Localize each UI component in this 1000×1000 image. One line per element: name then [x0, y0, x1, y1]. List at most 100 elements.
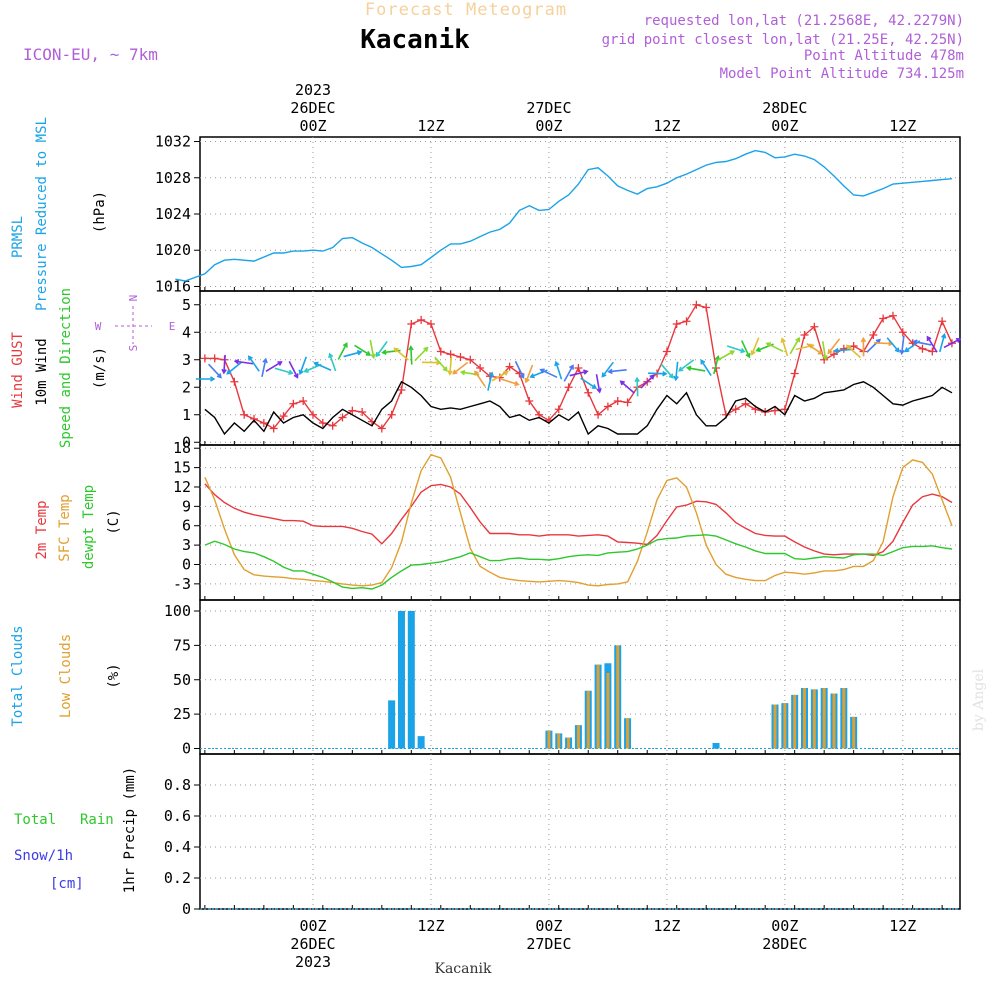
- wind-arrow: [640, 374, 655, 389]
- gust-marker: [692, 300, 701, 309]
- gust-marker: [328, 421, 337, 430]
- gust-marker: [240, 410, 249, 419]
- gust-marker: [790, 369, 799, 378]
- wind-arrow: [648, 370, 668, 377]
- bar-low-clouds: [626, 718, 630, 749]
- bar-low-clouds: [557, 733, 561, 749]
- footer-location: Kacanik: [435, 961, 492, 977]
- wind-arrow: [343, 350, 363, 358]
- gust-marker: [200, 354, 209, 363]
- panel-frame: [199, 753, 961, 910]
- y-tick-label: 0.8: [164, 776, 191, 794]
- bar-low-clouds: [586, 690, 590, 749]
- gust-marker: [387, 410, 396, 419]
- bar-low-clouds: [567, 737, 571, 749]
- y-tick-label: 6: [182, 517, 191, 535]
- wind-arrow: [673, 361, 679, 382]
- wind-arrow: [685, 365, 706, 372]
- wind-arrow-head: [668, 373, 674, 379]
- wind-arrow: [806, 343, 824, 355]
- wind-arrow-head: [247, 355, 253, 361]
- wind-arrow: [265, 361, 283, 372]
- wind-arrow: [375, 340, 388, 358]
- wind-arrow-shaft: [834, 348, 853, 352]
- wind-arrow-shaft: [555, 361, 563, 380]
- y-tick-label: 0: [182, 433, 191, 451]
- gust-marker: [476, 364, 485, 372]
- wind-arrow-shaft: [660, 363, 674, 379]
- precip-rain-label: Rain: [80, 812, 114, 828]
- time-label-top: 27DEC: [526, 99, 571, 117]
- wind-arrow-head: [293, 373, 299, 379]
- gust-marker: [829, 350, 838, 359]
- wind-arrow: [434, 356, 448, 372]
- wind-arrow-head: [233, 358, 240, 365]
- gust-marker: [613, 397, 622, 405]
- wind-arrow-shaft: [866, 339, 881, 353]
- wind-arrow-shaft: [717, 350, 735, 361]
- gust-marker: [603, 402, 612, 411]
- wind-arrow-shaft: [926, 336, 938, 353]
- wind-arrow: [899, 335, 905, 356]
- wind-arrow-shaft: [687, 367, 706, 372]
- y-tick-label: 0: [182, 740, 191, 758]
- gust-marker: [839, 344, 848, 353]
- gust-marker: [250, 414, 259, 423]
- y-tick-label: 50: [173, 671, 191, 689]
- bar-total-clouds: [712, 743, 720, 749]
- wind-arrow: [789, 336, 801, 355]
- y-tick-label: 0: [182, 900, 191, 918]
- wind-arrow-shaft: [410, 346, 413, 365]
- gust-marker: [299, 397, 308, 405]
- wind-arrow-head: [381, 349, 387, 355]
- gust-marker: [731, 405, 740, 414]
- precip-snow-label: Snow/1h: [14, 848, 73, 864]
- wind-arrow-head: [447, 370, 453, 376]
- bar-total-clouds: [407, 611, 415, 749]
- wind-arrow-head: [955, 338, 962, 343]
- wind-arrow: [595, 374, 602, 394]
- pressure-unit: (hPa): [92, 191, 108, 233]
- wind-arrow-shaft: [821, 341, 827, 360]
- wind-arrow-shaft: [354, 344, 371, 356]
- wind-arrow-shaft: [595, 374, 601, 393]
- gust-marker: [623, 398, 632, 407]
- wind-arrow-head: [634, 376, 640, 383]
- wind-arrow-shaft: [648, 372, 667, 375]
- wind-arrow: [619, 380, 635, 394]
- wind-arrow-head: [685, 365, 692, 372]
- wind-arrow-shaft: [375, 340, 388, 357]
- wind-arrow-head: [539, 368, 545, 374]
- wind-arrow-shaft: [913, 340, 932, 346]
- wind-arrow: [700, 359, 712, 376]
- gust-marker: [417, 315, 426, 324]
- wind-arrow-head: [529, 373, 535, 379]
- y-tick-label: 1: [182, 406, 191, 424]
- wind-arrow: [233, 358, 254, 365]
- wind-arrow-shaft: [806, 343, 823, 355]
- gust-marker: [525, 397, 534, 405]
- wind-arrow-head: [700, 359, 706, 365]
- wind-arrow: [943, 338, 962, 349]
- wind-arrow-head: [596, 387, 602, 394]
- wind-arrow-head: [591, 384, 598, 389]
- wind-arrow-head: [583, 369, 589, 375]
- wind-arrow-head: [678, 366, 684, 372]
- wind-arrow: [207, 363, 222, 379]
- wind-arrow-head: [210, 376, 216, 382]
- bar-low-clouds: [852, 716, 856, 749]
- wind-arrow: [886, 337, 900, 353]
- wind-arrow-head: [822, 355, 828, 361]
- wind-arrow: [247, 355, 260, 372]
- y-tick-label: 0.6: [164, 807, 191, 825]
- wind-arrow-head: [607, 368, 613, 375]
- wind-arrow-head: [750, 350, 756, 356]
- chart-subtitle: Forecast Meteogram: [365, 0, 567, 20]
- precip-total-label: Total: [14, 812, 56, 828]
- panel-0: 1016 1020 1024 1028 1032: [155, 133, 961, 295]
- wind-arrow-head: [833, 347, 839, 354]
- wind-arrow: [563, 364, 574, 382]
- gust-marker: [741, 399, 750, 408]
- compass-rose: N S W E: [95, 295, 176, 352]
